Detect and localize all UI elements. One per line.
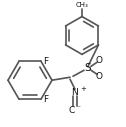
Text: F: F	[43, 95, 48, 104]
Text: ⁻: ⁻	[76, 104, 80, 113]
Text: S: S	[85, 63, 91, 73]
Text: O: O	[96, 56, 102, 65]
Text: F: F	[43, 57, 48, 66]
Text: O: O	[96, 72, 102, 81]
Text: C: C	[69, 106, 75, 115]
Text: N: N	[72, 88, 78, 97]
Text: +: +	[80, 86, 86, 92]
Text: CH₃: CH₃	[76, 2, 88, 8]
